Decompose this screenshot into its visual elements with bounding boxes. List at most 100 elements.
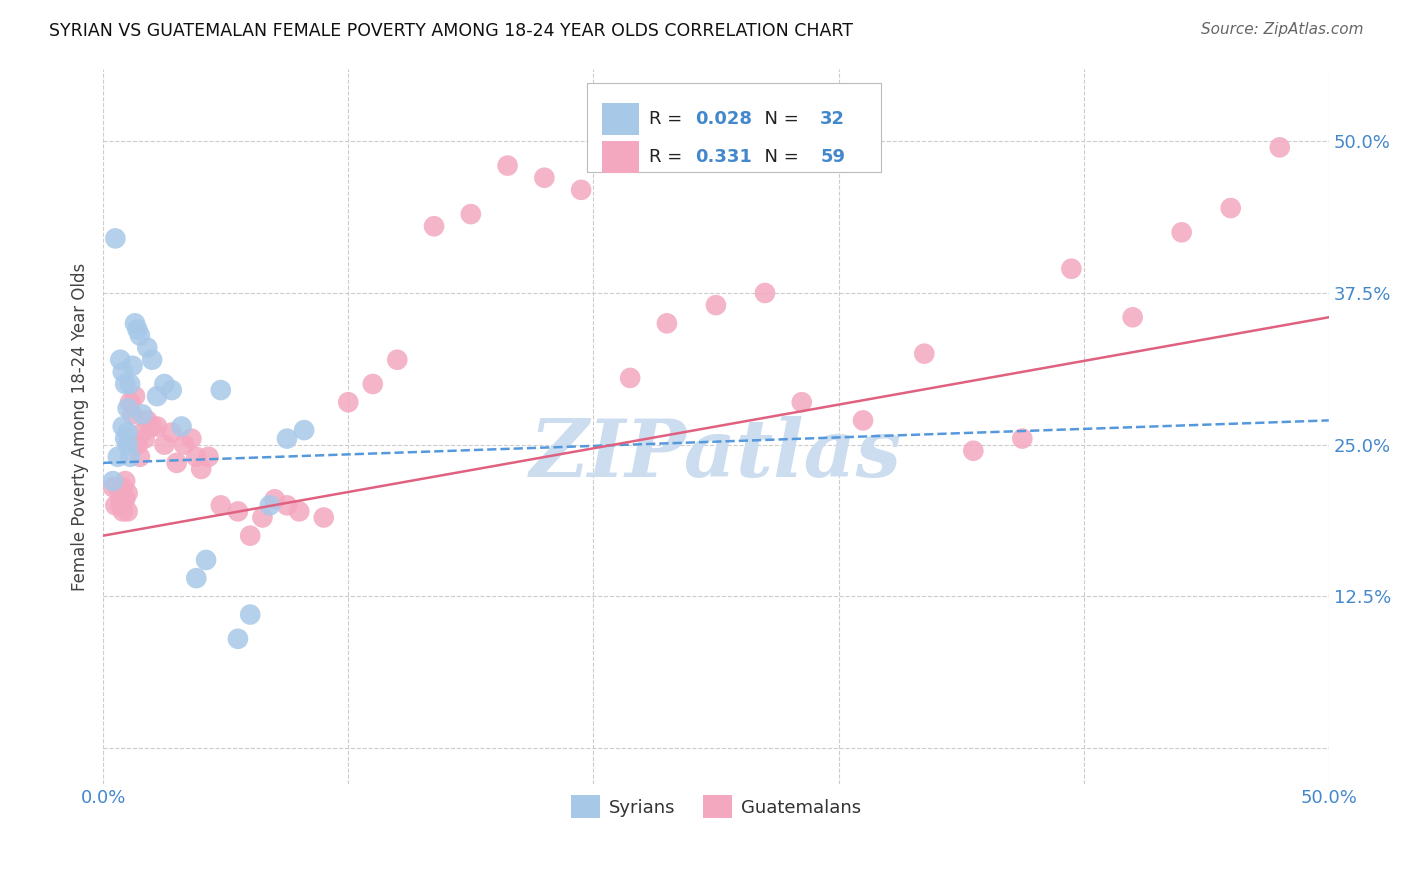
Point bbox=[790, 395, 813, 409]
Point bbox=[173, 438, 195, 452]
Point bbox=[619, 371, 641, 385]
Text: 32: 32 bbox=[820, 110, 845, 128]
Point bbox=[134, 432, 156, 446]
Point bbox=[110, 492, 132, 507]
Point bbox=[141, 352, 163, 367]
Point bbox=[111, 365, 134, 379]
Point bbox=[117, 438, 139, 452]
Point bbox=[114, 492, 136, 507]
Point bbox=[146, 389, 169, 403]
Point bbox=[292, 423, 315, 437]
Point bbox=[131, 425, 153, 440]
FancyBboxPatch shape bbox=[602, 103, 638, 135]
Point bbox=[186, 571, 208, 585]
Point bbox=[496, 159, 519, 173]
Point bbox=[117, 504, 139, 518]
Point bbox=[153, 376, 176, 391]
Point bbox=[117, 486, 139, 500]
Point bbox=[110, 499, 132, 513]
Point bbox=[117, 401, 139, 416]
Point bbox=[263, 492, 285, 507]
Point bbox=[259, 499, 281, 513]
Point bbox=[111, 504, 134, 518]
Text: N =: N = bbox=[752, 148, 804, 166]
Point bbox=[136, 413, 159, 427]
Point bbox=[460, 207, 482, 221]
Point bbox=[190, 462, 212, 476]
Point bbox=[101, 474, 124, 488]
Text: Source: ZipAtlas.com: Source: ZipAtlas.com bbox=[1201, 22, 1364, 37]
Text: 0.331: 0.331 bbox=[695, 148, 752, 166]
Point bbox=[114, 376, 136, 391]
Point bbox=[121, 359, 143, 373]
Point bbox=[160, 383, 183, 397]
Point bbox=[127, 438, 149, 452]
Point bbox=[129, 450, 152, 464]
Point bbox=[111, 419, 134, 434]
Point bbox=[962, 443, 984, 458]
Point bbox=[226, 504, 249, 518]
Point bbox=[170, 419, 193, 434]
Point bbox=[120, 376, 142, 391]
Point bbox=[361, 376, 384, 391]
Point bbox=[121, 408, 143, 422]
Point bbox=[423, 219, 446, 234]
Point bbox=[1011, 432, 1033, 446]
Point bbox=[655, 316, 678, 330]
Point bbox=[533, 170, 555, 185]
Point bbox=[252, 510, 274, 524]
Point bbox=[124, 316, 146, 330]
Point bbox=[754, 285, 776, 300]
Point bbox=[117, 425, 139, 440]
Point bbox=[1060, 261, 1083, 276]
Point bbox=[153, 438, 176, 452]
Point bbox=[195, 553, 218, 567]
Point bbox=[110, 352, 132, 367]
Point bbox=[276, 432, 298, 446]
Text: SYRIAN VS GUATEMALAN FEMALE POVERTY AMONG 18-24 YEAR OLDS CORRELATION CHART: SYRIAN VS GUATEMALAN FEMALE POVERTY AMON… bbox=[49, 22, 853, 40]
Point bbox=[120, 450, 142, 464]
Point bbox=[186, 450, 208, 464]
Point bbox=[141, 419, 163, 434]
Text: R =: R = bbox=[648, 148, 693, 166]
Point bbox=[1170, 225, 1192, 239]
Point bbox=[226, 632, 249, 646]
Text: 0.028: 0.028 bbox=[695, 110, 752, 128]
Point bbox=[312, 510, 335, 524]
Point bbox=[111, 480, 134, 494]
Point bbox=[239, 607, 262, 622]
Point bbox=[129, 328, 152, 343]
FancyBboxPatch shape bbox=[588, 83, 882, 172]
Point bbox=[1122, 310, 1144, 325]
Point bbox=[114, 474, 136, 488]
Point bbox=[104, 499, 127, 513]
Point bbox=[180, 432, 202, 446]
Point bbox=[127, 322, 149, 336]
Point bbox=[131, 408, 153, 422]
Point bbox=[337, 395, 360, 409]
Point bbox=[124, 389, 146, 403]
Point bbox=[1219, 201, 1241, 215]
Point bbox=[852, 413, 875, 427]
Point bbox=[197, 450, 219, 464]
Point bbox=[387, 352, 409, 367]
Point bbox=[569, 183, 592, 197]
Legend: Syrians, Guatemalans: Syrians, Guatemalans bbox=[564, 788, 868, 825]
Point bbox=[107, 450, 129, 464]
Point bbox=[239, 529, 262, 543]
Point bbox=[160, 425, 183, 440]
Text: N =: N = bbox=[752, 110, 804, 128]
Text: 59: 59 bbox=[820, 148, 845, 166]
Point bbox=[276, 499, 298, 513]
Point bbox=[704, 298, 727, 312]
Y-axis label: Female Poverty Among 18-24 Year Olds: Female Poverty Among 18-24 Year Olds bbox=[72, 262, 89, 591]
Point bbox=[104, 231, 127, 245]
Text: R =: R = bbox=[648, 110, 688, 128]
Point bbox=[107, 480, 129, 494]
Text: ZIPatlas: ZIPatlas bbox=[530, 417, 903, 494]
Point bbox=[136, 341, 159, 355]
Point bbox=[146, 419, 169, 434]
Point bbox=[166, 456, 188, 470]
Point bbox=[288, 504, 311, 518]
Point bbox=[101, 480, 124, 494]
